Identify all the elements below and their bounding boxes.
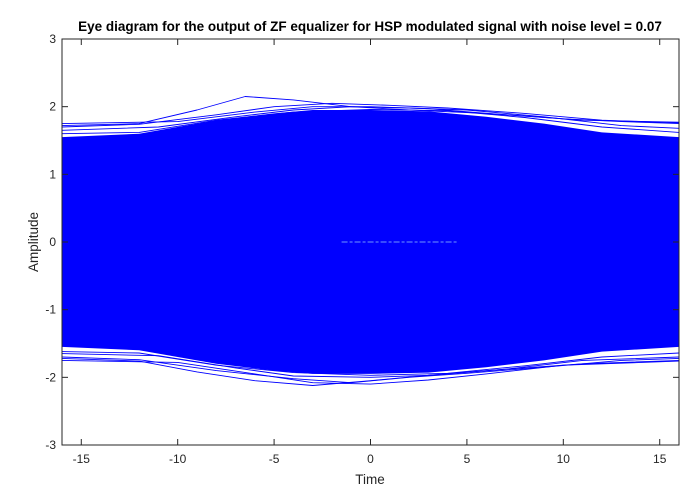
chart-title: Eye diagram for the output of ZF equaliz…: [78, 19, 662, 34]
y-tick-label: -1: [45, 303, 56, 317]
x-tick-label: -10: [169, 452, 187, 466]
y-tick-label: 2: [49, 100, 56, 114]
x-tick-label: 10: [557, 452, 571, 466]
y-tick-label: 0: [49, 235, 56, 249]
y-axis-label: Amplitude: [26, 212, 41, 272]
y-tick-label: -2: [45, 370, 56, 384]
eye-trace-2: [62, 102, 679, 128]
y-tick-label: 3: [49, 32, 56, 46]
eye-trace-5: [62, 108, 679, 135]
x-tick-label: -15: [73, 452, 91, 466]
y-tick-label: 1: [49, 167, 56, 181]
x-axis-label: Time: [355, 472, 385, 487]
x-tick-label: 0: [367, 452, 374, 466]
eye-trace-7: [62, 356, 679, 384]
eye-trace-10: [62, 359, 679, 385]
eye-trace-4: [62, 106, 679, 125]
x-tick-label: -5: [269, 452, 280, 466]
y-tick-label: -3: [45, 438, 56, 452]
eye-trace-9: [62, 351, 679, 376]
x-tick-label: 15: [653, 452, 667, 466]
eye-traces: [62, 96, 679, 386]
x-tick-label: 5: [464, 452, 471, 466]
